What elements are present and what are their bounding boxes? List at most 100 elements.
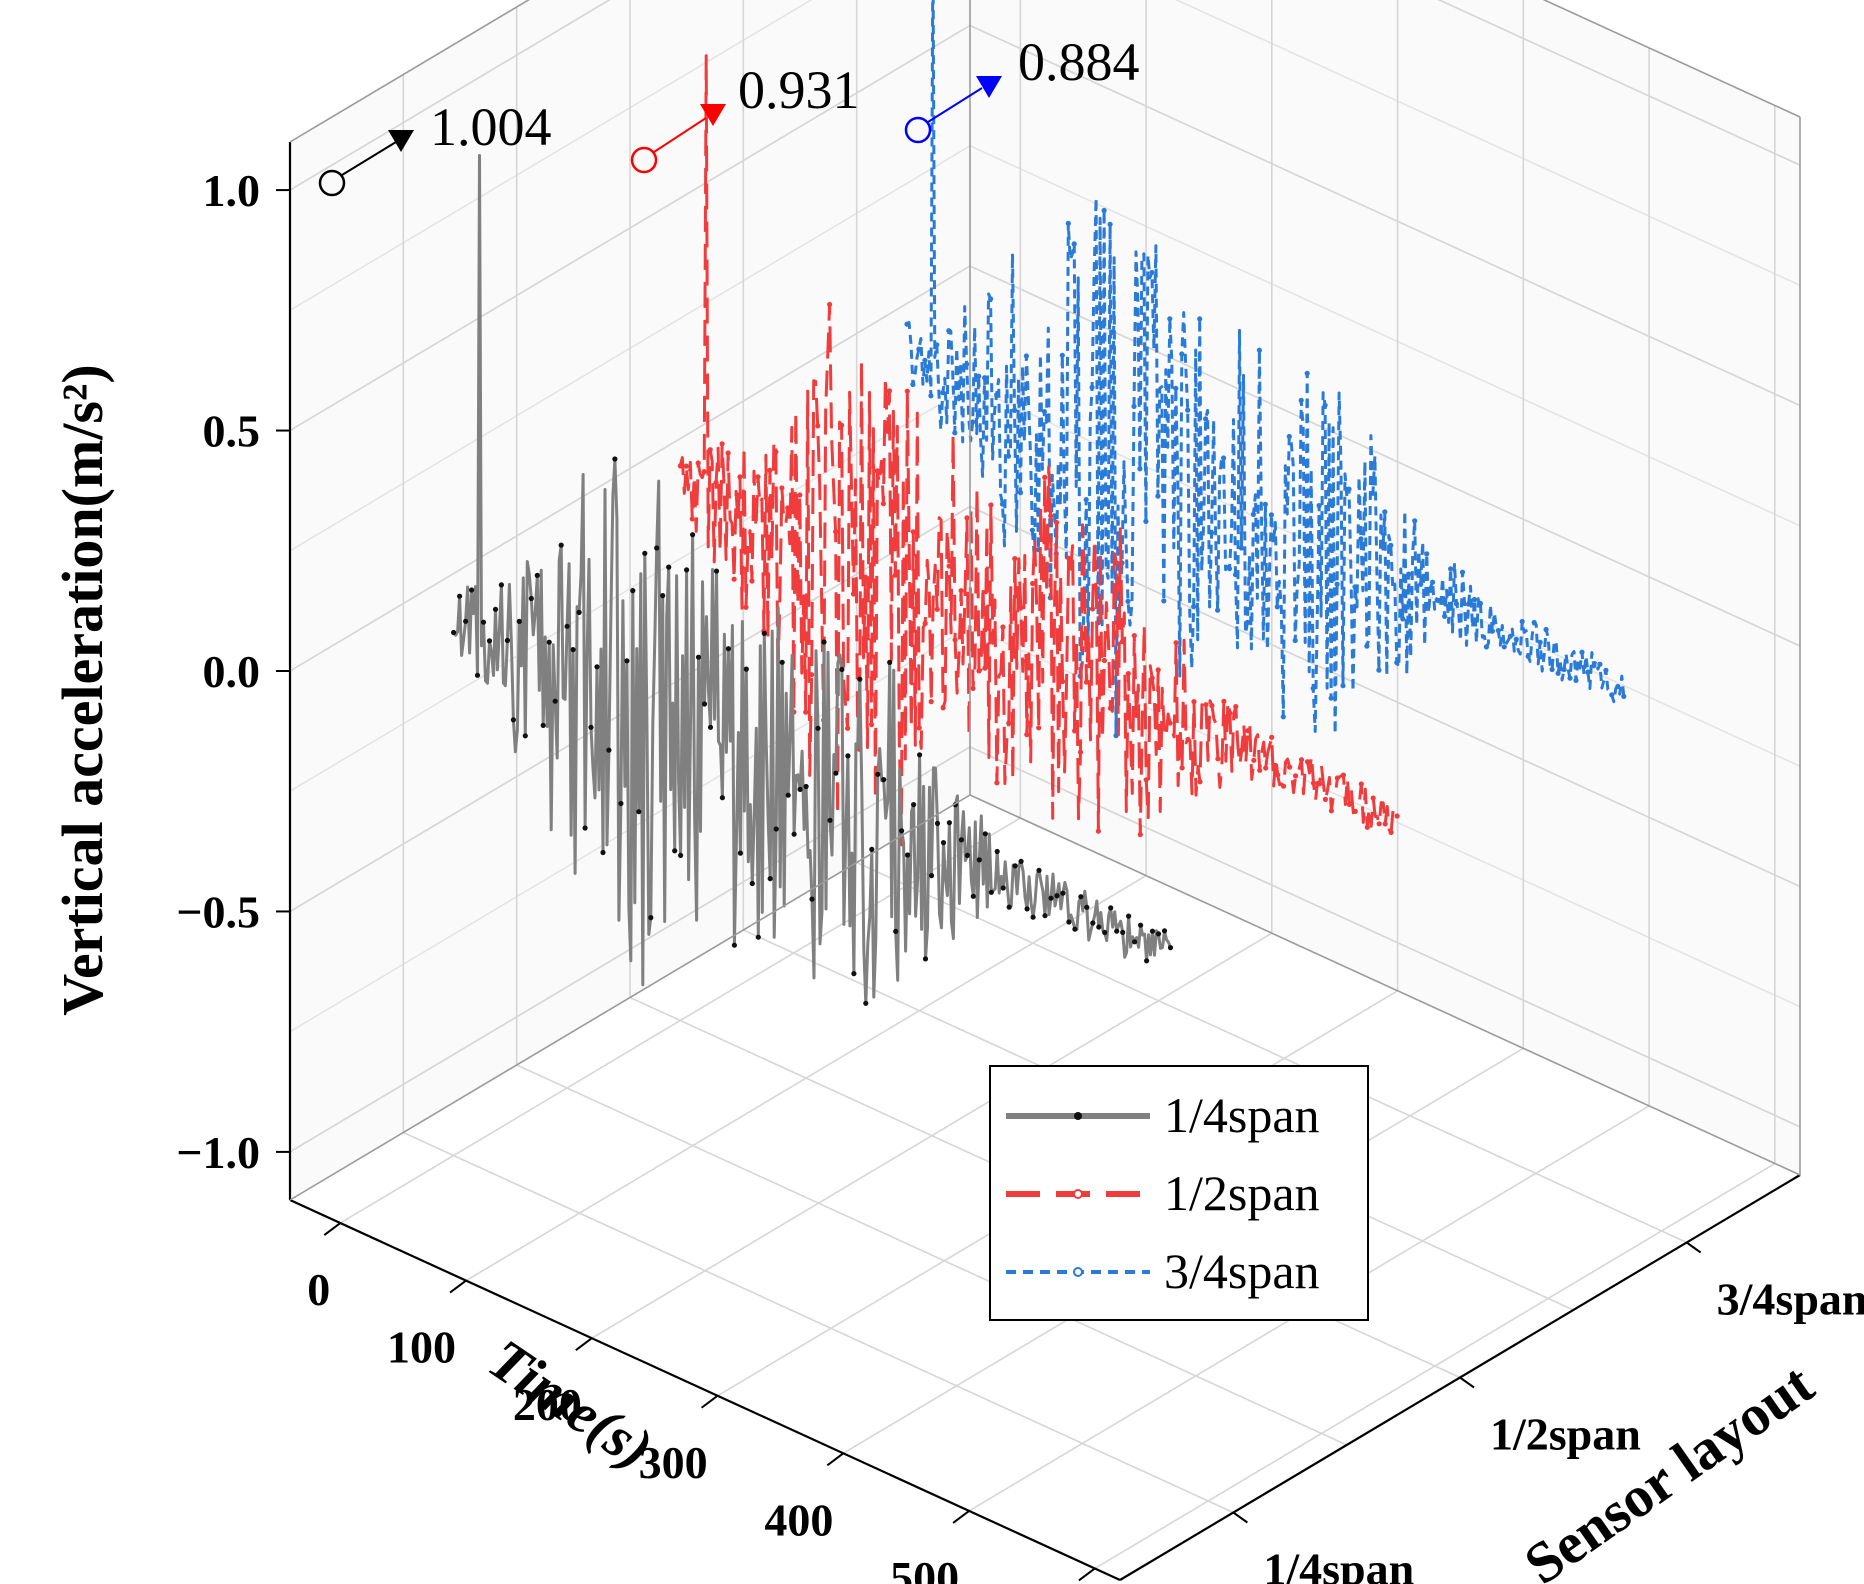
data-point bbox=[1370, 490, 1376, 496]
data-point bbox=[905, 852, 911, 858]
data-point bbox=[1226, 566, 1233, 572]
data-point bbox=[916, 346, 922, 352]
data-point bbox=[1238, 545, 1245, 551]
data-point bbox=[1005, 453, 1012, 459]
data-point bbox=[982, 375, 988, 381]
data-point bbox=[1161, 598, 1167, 604]
legend-label: 1/2span bbox=[1164, 1165, 1320, 1221]
data-point bbox=[1108, 905, 1114, 911]
data-point bbox=[1065, 220, 1071, 226]
data-point bbox=[1334, 581, 1340, 587]
data-point bbox=[1448, 566, 1454, 572]
data-point bbox=[1203, 416, 1209, 422]
data-point bbox=[833, 529, 839, 535]
data-point bbox=[1096, 924, 1102, 930]
data-point bbox=[976, 373, 982, 379]
data-point bbox=[1394, 813, 1400, 819]
data-point bbox=[1346, 801, 1352, 808]
data-point bbox=[624, 658, 630, 664]
data-point bbox=[689, 516, 695, 522]
data-point bbox=[1071, 241, 1077, 247]
data-point bbox=[1030, 580, 1036, 587]
data-point bbox=[1316, 781, 1323, 787]
data-point bbox=[1621, 693, 1627, 700]
data-point bbox=[922, 620, 928, 627]
peak-annotations: 1.004 0.931 0.884 bbox=[318, 32, 1140, 197]
data-point bbox=[1167, 945, 1174, 951]
data-point bbox=[1060, 890, 1066, 896]
data-point bbox=[839, 666, 845, 673]
data-point bbox=[869, 846, 875, 853]
data-point bbox=[1102, 929, 1108, 936]
data-point bbox=[1436, 597, 1442, 604]
data-point bbox=[1029, 527, 1035, 533]
data-point bbox=[1316, 503, 1322, 509]
data-point bbox=[982, 665, 988, 671]
data-point bbox=[940, 840, 947, 846]
data-point bbox=[862, 574, 869, 580]
data-point bbox=[1012, 556, 1018, 562]
data-point bbox=[540, 722, 546, 729]
data-point bbox=[1489, 628, 1495, 634]
data-point bbox=[958, 837, 965, 843]
data-point bbox=[1358, 536, 1364, 542]
data-point bbox=[1388, 542, 1394, 548]
data-point bbox=[1167, 316, 1173, 322]
peak-triangle-icon bbox=[388, 130, 414, 152]
data-point bbox=[809, 896, 815, 902]
data-point bbox=[1412, 518, 1418, 524]
data-point bbox=[1245, 728, 1251, 734]
data-point bbox=[1388, 829, 1394, 836]
data-point bbox=[1179, 351, 1185, 357]
data-point bbox=[1310, 685, 1316, 692]
data-point bbox=[767, 876, 773, 882]
data-point bbox=[1322, 402, 1328, 408]
data-point bbox=[528, 595, 534, 602]
legend-swatch-marker bbox=[1074, 1112, 1082, 1120]
data-point bbox=[725, 646, 732, 652]
data-point bbox=[1197, 316, 1203, 322]
data-point bbox=[988, 502, 994, 508]
data-point bbox=[899, 828, 905, 834]
frame-edge bbox=[969, 794, 1801, 1176]
data-point bbox=[1430, 579, 1436, 585]
data-point bbox=[1567, 675, 1573, 681]
data-point bbox=[1382, 509, 1388, 515]
data-point bbox=[1120, 929, 1126, 936]
data-point bbox=[1287, 764, 1293, 770]
frame-edge bbox=[289, 0, 530, 143]
data-point bbox=[713, 479, 719, 486]
data-point bbox=[1179, 765, 1185, 771]
data-point bbox=[612, 456, 618, 462]
data-point bbox=[600, 849, 606, 856]
data-point bbox=[994, 392, 1000, 398]
data-point bbox=[970, 419, 976, 425]
data-point bbox=[875, 771, 881, 777]
data-point bbox=[1107, 705, 1113, 711]
data-point bbox=[773, 449, 779, 455]
x-axis-ticks: 0 100 200 300 400 500 600 bbox=[307, 1264, 959, 1584]
data-point bbox=[719, 441, 725, 447]
y-tick-label: 0.0 bbox=[203, 646, 261, 697]
data-point bbox=[1251, 757, 1257, 763]
sensor-tick-mark bbox=[1686, 1241, 1702, 1254]
data-point bbox=[1418, 581, 1424, 587]
data-point bbox=[761, 630, 767, 637]
data-point bbox=[1579, 649, 1585, 655]
data-point bbox=[1036, 725, 1042, 731]
data-point bbox=[1167, 720, 1173, 726]
legend: 1/4span 1/2span 3/4span bbox=[989, 1065, 1369, 1321]
legend-item-3-4span: 3/4span bbox=[1006, 1243, 1320, 1299]
data-point bbox=[988, 296, 994, 302]
data-point bbox=[1066, 919, 1072, 925]
data-point bbox=[504, 637, 510, 644]
data-point bbox=[994, 780, 1000, 786]
data-point bbox=[1089, 606, 1096, 612]
data-point bbox=[1281, 783, 1287, 789]
data-point bbox=[707, 724, 714, 730]
x-tick-label: 200 bbox=[513, 1379, 582, 1430]
data-point bbox=[1591, 663, 1597, 669]
data-point bbox=[737, 850, 744, 856]
legend-box bbox=[989, 1065, 1369, 1321]
data-point bbox=[1256, 347, 1262, 353]
